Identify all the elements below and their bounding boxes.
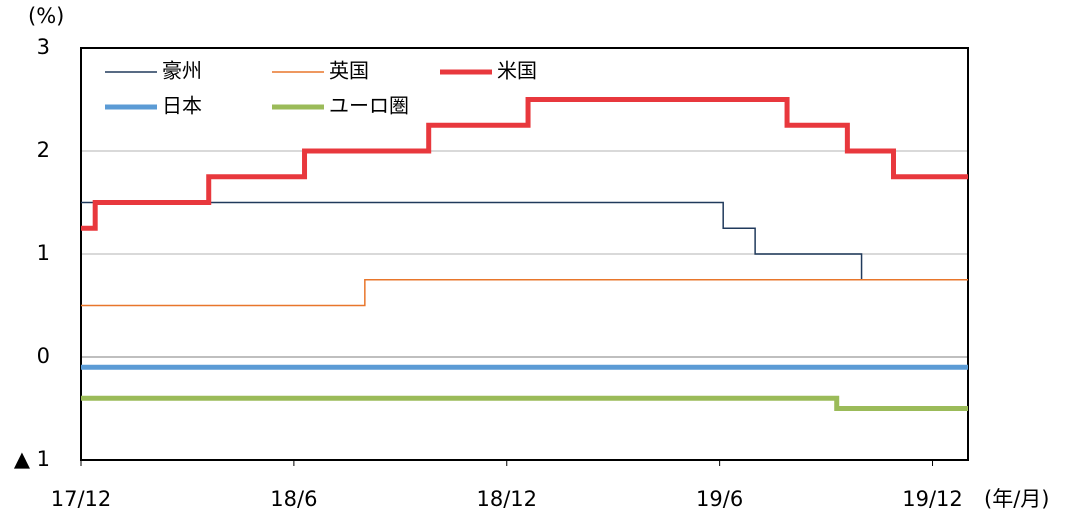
series-line: [81, 395, 968, 411]
legend-label: 英国: [329, 59, 369, 83]
y-tick-label: ▲ 1: [14, 447, 50, 471]
x-unit-label: (年/月): [984, 487, 1049, 511]
legend-label: 豪州: [162, 59, 202, 83]
y-tick-label: 1: [37, 241, 50, 265]
y-unit-label: (%): [28, 4, 64, 28]
legend-label: ユーロ圏: [329, 94, 409, 118]
x-tick-label: 18/6: [270, 487, 317, 511]
y-tick-label: 0: [37, 344, 50, 368]
series-line: [81, 279, 968, 307]
series-line: [81, 97, 968, 231]
plot-frame: [80, 47, 969, 461]
y-tick-label: 3: [37, 35, 50, 59]
x-tick-label: 18/12: [476, 487, 537, 511]
x-tick-label: 17/12: [51, 487, 112, 511]
legend-label: 日本: [162, 94, 202, 118]
x-tick-label: 19/12: [902, 487, 963, 511]
y-tick-label: 2: [37, 138, 50, 162]
series-line: [81, 201, 968, 281]
x-tick-label: 19/6: [696, 487, 743, 511]
legend-label: 米国: [497, 59, 537, 83]
